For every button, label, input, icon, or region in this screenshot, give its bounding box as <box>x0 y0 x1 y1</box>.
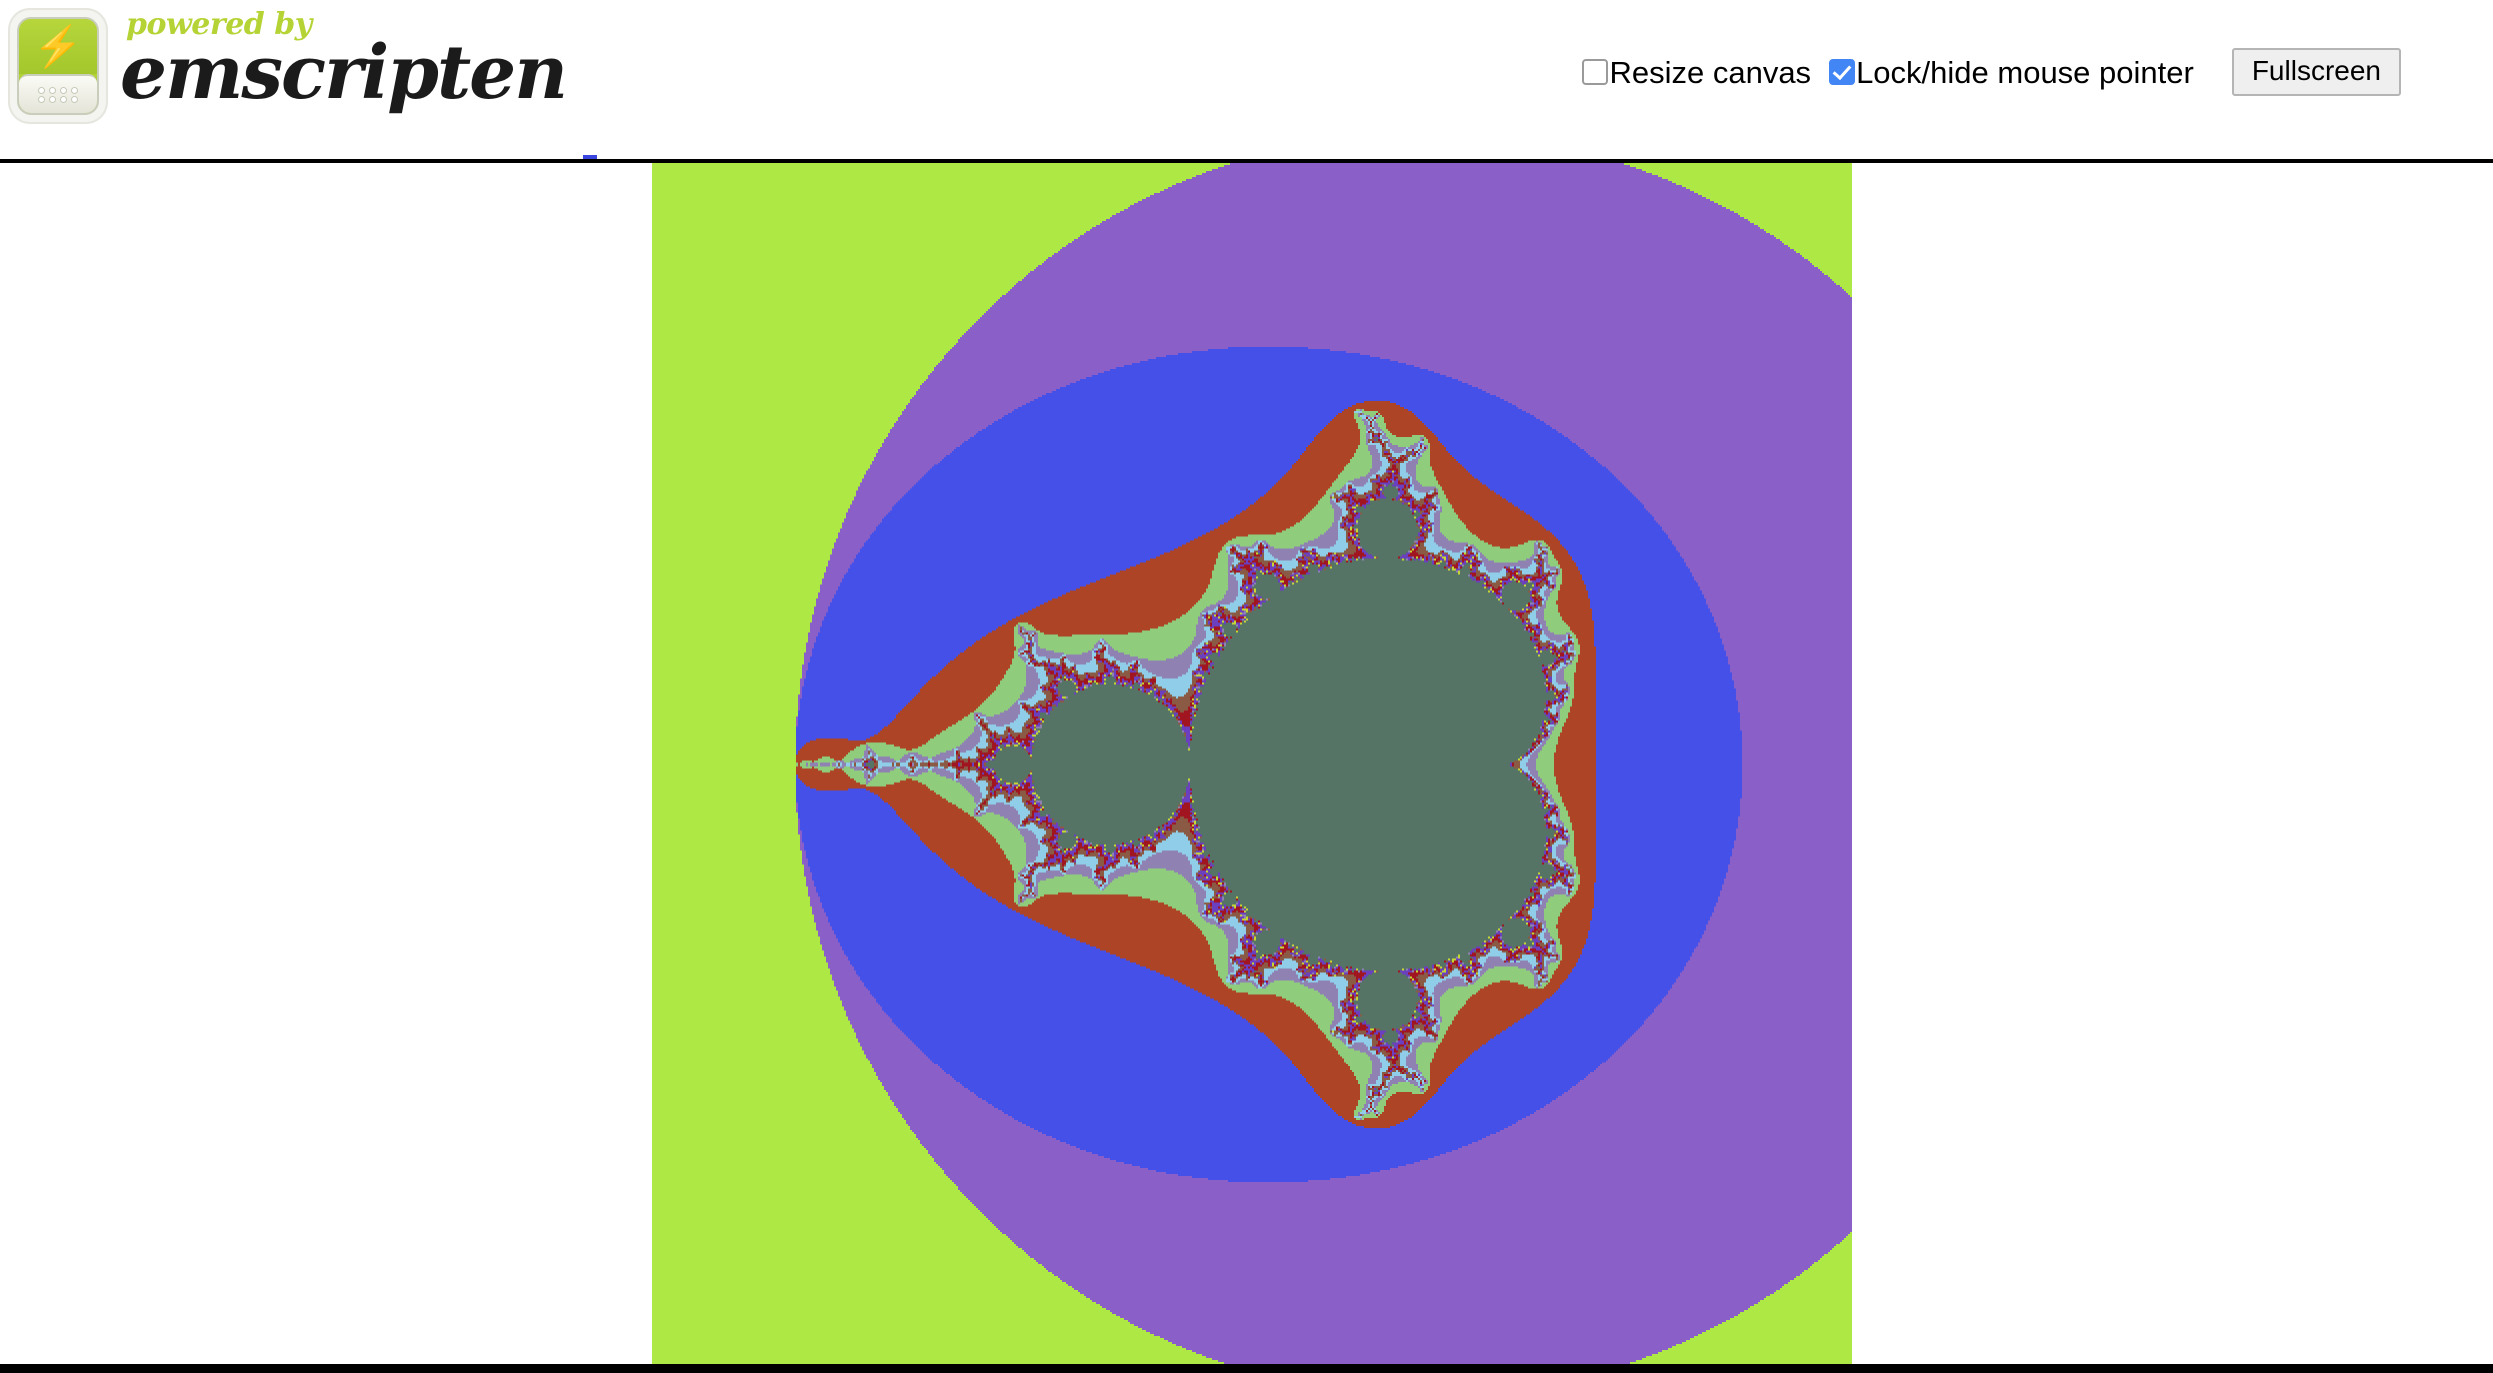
keypad-row <box>39 97 77 103</box>
resize-canvas-group[interactable]: Resize canvas <box>1582 57 1829 88</box>
keypad-dot <box>61 97 66 103</box>
bottom-divider <box>0 1364 2493 1373</box>
empty-anchor-link[interactable] <box>583 145 597 161</box>
keypad-dot <box>72 88 77 94</box>
lock-pointer-group[interactable]: Lock/hide mouse pointer <box>1829 57 2194 88</box>
logo-powered-by-text: powered by <box>126 7 312 42</box>
emscripten-badge-icon: ⚡ <box>8 8 108 124</box>
keypad-dot <box>50 97 55 103</box>
mandelbrot-canvas[interactable] <box>652 163 1852 1364</box>
keypad-dot <box>39 88 44 94</box>
badge-inner: ⚡ <box>17 17 99 115</box>
keypad-row <box>39 88 77 94</box>
emscripten-logo: ⚡ <box>8 7 568 124</box>
badge-keypad <box>19 73 97 113</box>
resize-canvas-label[interactable]: Resize canvas <box>1609 54 1812 90</box>
header-divider <box>0 159 2493 163</box>
badge-screen: ⚡ <box>19 19 97 74</box>
logo-wordmark: emscripten <box>120 30 568 116</box>
resize-canvas-checkbox[interactable] <box>1582 59 1609 86</box>
keypad-dot <box>61 88 66 94</box>
fullscreen-button[interactable]: Fullscreen <box>2231 48 2401 97</box>
canvas-container <box>652 163 1852 1364</box>
page-header: ⚡ <box>0 0 2493 163</box>
lock-pointer-label[interactable]: Lock/hide mouse pointer <box>1856 54 2194 90</box>
lightning-bolt-icon: ⚡ <box>33 25 83 69</box>
logo-text-block: powered by emscripten <box>120 7 568 116</box>
keypad-dot <box>50 88 55 94</box>
canvas-stage <box>0 163 2493 1373</box>
keypad-dot <box>72 97 77 103</box>
canvas-controls: Resize canvas Lock/hide mouse pointer Fu… <box>1582 48 2401 97</box>
keypad-dot <box>39 97 44 103</box>
lock-pointer-checkbox[interactable] <box>1829 59 1856 86</box>
